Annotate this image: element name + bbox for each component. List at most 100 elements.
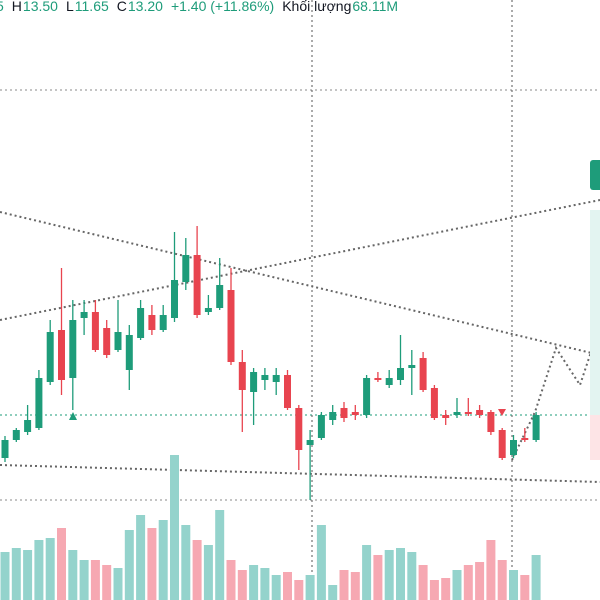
volume-bar (0, 552, 10, 600)
low-label: L (65, 0, 74, 14)
volume-bar (170, 455, 179, 600)
volume-bar (215, 510, 225, 600)
volume-label: Khối lượng (282, 0, 352, 14)
volume-bar (328, 585, 338, 600)
candle-body (250, 372, 258, 392)
candle-body (487, 412, 495, 432)
candle-body (12, 430, 20, 440)
candle-body (453, 412, 461, 415)
volume-bar (396, 548, 405, 600)
candle-body (532, 415, 540, 440)
candle-body (137, 308, 145, 338)
close-label: C (116, 0, 127, 14)
candle-body (238, 362, 246, 390)
volume-bar (249, 565, 259, 600)
volume-bar (509, 570, 518, 600)
signal-marker (69, 412, 77, 420)
change-value: +1.40 (+11.86%) (170, 0, 275, 14)
close-value: 13.20 (127, 0, 163, 14)
volume-bar (136, 515, 146, 600)
volume-bar (362, 545, 372, 600)
price-label (590, 160, 600, 190)
volume-bar (283, 572, 292, 600)
candle-body (329, 412, 337, 420)
volume-bar (294, 580, 304, 600)
volume-bar (11, 548, 21, 600)
volume-bar (147, 528, 157, 600)
candle-body (351, 412, 359, 415)
candle-body (430, 388, 438, 418)
volume-bar (158, 520, 168, 600)
candle-body (374, 378, 382, 380)
volume-bar (339, 570, 349, 600)
volume-bar (475, 562, 485, 600)
volume-bar (452, 570, 462, 600)
candle-body (125, 335, 133, 370)
volume-value: 68.11M (352, 0, 399, 14)
candle-body (284, 375, 291, 408)
volume-bar (90, 560, 100, 600)
candle-body (91, 312, 99, 350)
candle-body (295, 408, 303, 450)
volume-bar (497, 560, 507, 600)
volume-bar (181, 525, 191, 600)
candle-body (521, 438, 529, 440)
volume-bar (384, 550, 394, 600)
candle-body (498, 430, 506, 458)
low-value: 11.65 (74, 0, 109, 14)
candle-body (159, 315, 167, 330)
high-label: H (11, 0, 22, 14)
volume-bar (192, 540, 202, 600)
volume-bar (203, 545, 213, 600)
volume-bar (226, 560, 236, 600)
candle-body (464, 412, 472, 414)
candle-body (182, 255, 190, 282)
candle-body (408, 365, 416, 368)
candle-body (476, 410, 484, 415)
candle-body (317, 415, 325, 438)
volume-bar (34, 540, 44, 600)
candle-body (340, 408, 348, 418)
volume-bar (418, 565, 428, 600)
candle-body (510, 440, 517, 455)
volume-bar (531, 555, 541, 600)
candle-body (204, 308, 212, 312)
candle-body (24, 420, 32, 432)
candle-body (363, 378, 371, 415)
volume-bar (113, 568, 123, 600)
projection (511, 324, 600, 461)
volume-bar (124, 530, 134, 600)
volume-bar (271, 575, 281, 600)
candle-body (114, 332, 122, 350)
volume-bar (102, 565, 112, 600)
volume-bar (429, 580, 439, 600)
volume-bar (407, 552, 417, 600)
volume-bar (441, 578, 451, 600)
volume-bar (486, 540, 496, 600)
legend: 5H13.50 L11.65 C13.20 +1.40 (+11.86%) Khối l… (0, 0, 406, 14)
candle-body (442, 415, 450, 418)
trend-line (0, 199, 600, 321)
open-value: 5 (0, 0, 4, 14)
volume-bar (373, 555, 383, 600)
volume-bar (305, 575, 315, 600)
candle-body (193, 255, 201, 315)
volume-bar (237, 570, 247, 600)
volume-bar (68, 550, 78, 600)
stop-zone (590, 415, 600, 460)
candle-body (69, 320, 77, 378)
candle-body (419, 358, 427, 390)
candle-body (306, 440, 314, 445)
candle-body (397, 368, 404, 380)
trend-line (0, 211, 600, 356)
volume-bar (79, 560, 89, 600)
volume-bar (520, 575, 530, 600)
target-zone (590, 210, 600, 415)
trend-line (0, 464, 600, 483)
candle-body (80, 312, 88, 318)
candle-body (1, 440, 9, 458)
volume-bar (260, 568, 270, 600)
volume-bar (45, 538, 55, 600)
